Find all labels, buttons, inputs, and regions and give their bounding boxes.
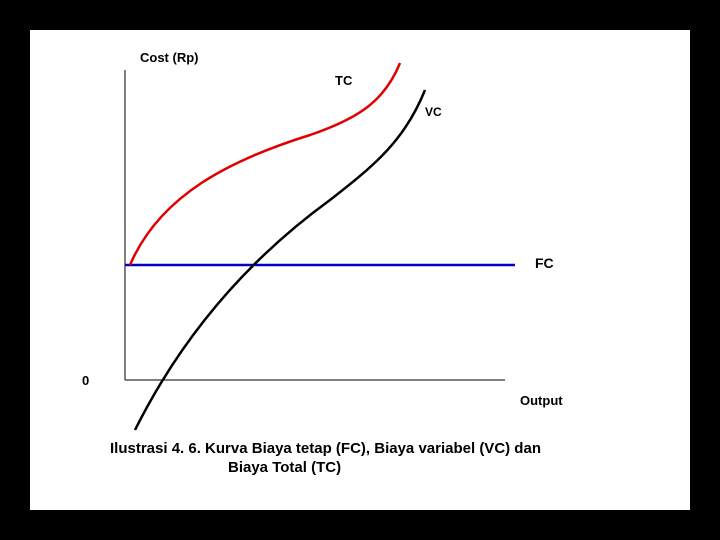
tc-label: TC: [335, 73, 352, 88]
cost-curves-chart: Cost (Rp) Output 0 TC VC FC Ilustrasi 4.…: [30, 30, 690, 510]
vc-curve: [135, 90, 425, 430]
x-axis-label: Output: [520, 393, 563, 408]
y-axis-label: Cost (Rp): [140, 50, 199, 65]
tc-curve: [130, 63, 400, 265]
figure-caption: Ilustrasi 4. 6. Kurva Biaya tetap (FC), …: [110, 440, 670, 478]
chart-svg: [30, 30, 690, 510]
slide-canvas: Cost (Rp) Output 0 TC VC FC Ilustrasi 4.…: [30, 30, 690, 510]
caption-line1: Ilustrasi 4. 6. Kurva Biaya tetap (FC), …: [110, 440, 541, 457]
caption-line2: Biaya Total (TC): [228, 459, 341, 476]
origin-label: 0: [82, 373, 89, 388]
fc-label: FC: [535, 255, 554, 271]
vc-label: VC: [425, 105, 442, 119]
